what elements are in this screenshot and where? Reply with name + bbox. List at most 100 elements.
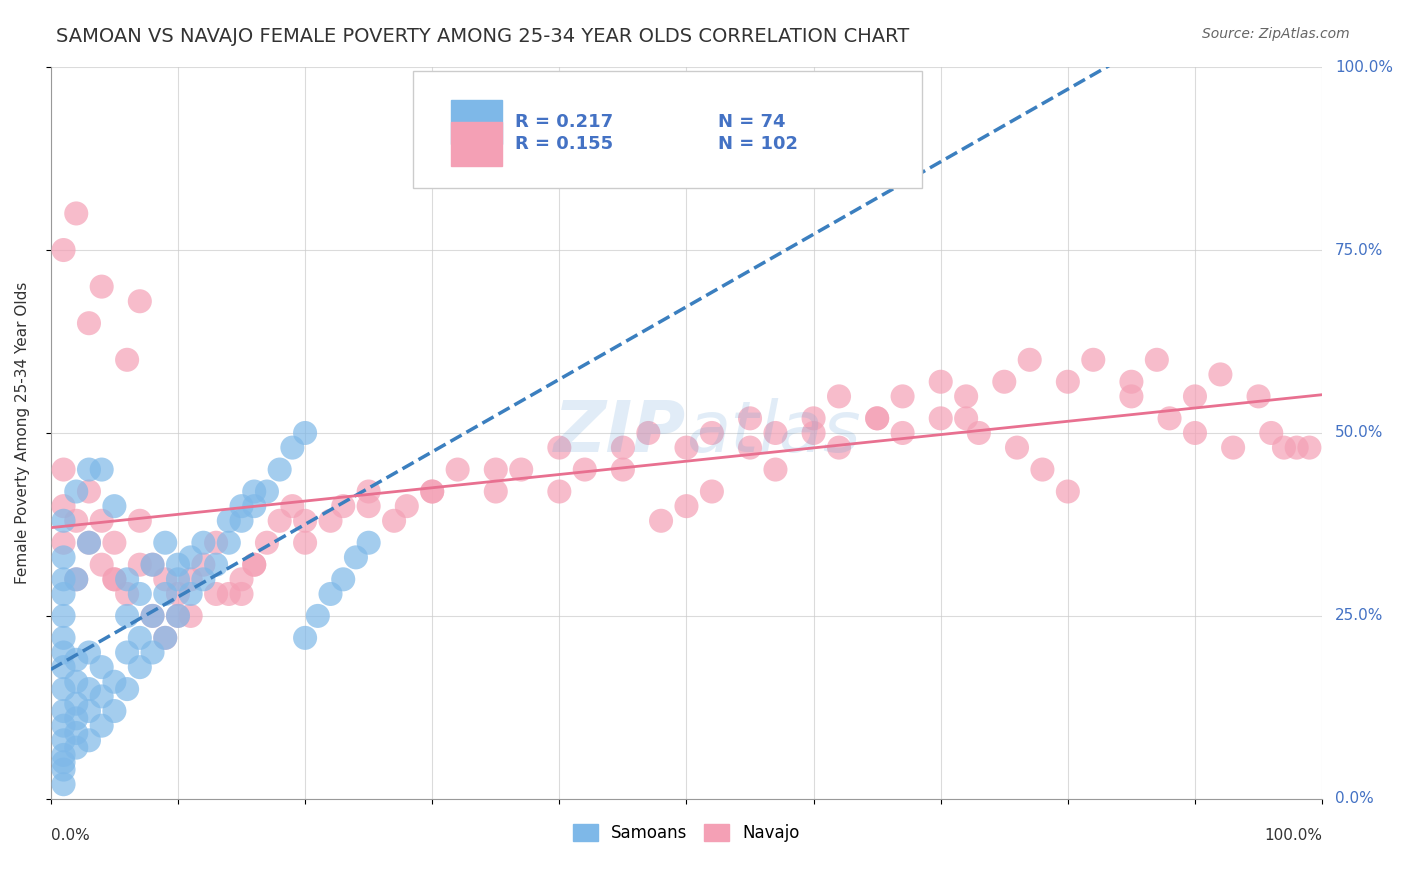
Point [115,608,138,623]
Point [155,587,177,601]
Point [1159,411,1181,425]
Point [65,572,87,586]
Point [77,462,100,476]
Point [955,411,977,425]
Point [738,411,761,425]
Point [1056,484,1078,499]
Point [103,674,125,689]
Point [128,294,150,309]
Point [141,558,163,572]
Text: 100.0%: 100.0% [1334,60,1393,75]
Point [141,608,163,623]
Point [243,484,266,499]
Point [485,484,508,499]
Point [128,558,150,572]
Point [765,462,787,476]
Point [180,608,202,623]
Point [128,587,150,601]
Point [231,499,253,513]
Point [65,726,87,740]
Point [52,535,75,549]
Point [52,756,75,770]
Text: N = 102: N = 102 [718,135,799,153]
Text: ZIP: ZIP [554,399,686,467]
Point [256,484,278,499]
Point [548,441,571,455]
Text: 100.0%: 100.0% [1264,828,1322,843]
Point [115,352,138,367]
Point [167,572,190,586]
Point [52,587,75,601]
Point [281,441,304,455]
FancyBboxPatch shape [413,70,922,188]
Point [395,499,418,513]
Point [90,690,112,704]
Point [344,550,367,565]
Point [115,587,138,601]
Point [65,572,87,586]
Point [1209,368,1232,382]
Point [243,558,266,572]
Bar [451,122,502,166]
Point [65,514,87,528]
Point [548,484,571,499]
Point [103,499,125,513]
Bar [451,100,502,144]
Point [1031,462,1053,476]
Point [993,375,1015,389]
Point [828,389,851,403]
Text: 50.0%: 50.0% [1334,425,1384,441]
Point [167,608,190,623]
Point [52,550,75,565]
Point [52,704,75,718]
Point [77,535,100,549]
Point [52,682,75,697]
Point [231,514,253,528]
Point [180,550,202,565]
Point [52,462,75,476]
Point [65,206,87,220]
Point [90,279,112,293]
Point [637,425,659,440]
Point [269,514,291,528]
Point [155,572,177,586]
Point [77,316,100,330]
Point [243,499,266,513]
Point [65,697,87,711]
Point [103,704,125,718]
Point [510,462,533,476]
Point [485,462,508,476]
Point [128,514,150,528]
Point [231,587,253,601]
Point [1184,389,1206,403]
Point [967,425,990,440]
Point [77,645,100,659]
Point [332,499,354,513]
Point [52,763,75,777]
Point [269,462,291,476]
Legend: Samoans, Navajo: Samoans, Navajo [572,823,800,842]
Text: Source: ZipAtlas.com: Source: ZipAtlas.com [1202,27,1350,41]
Text: N = 74: N = 74 [718,113,786,131]
Point [612,462,634,476]
Text: atlas: atlas [686,399,860,467]
Point [128,631,150,645]
Point [891,389,914,403]
Point [803,425,825,440]
Point [675,499,697,513]
Point [307,608,329,623]
Point [700,484,723,499]
Point [891,425,914,440]
Point [256,535,278,549]
Point [65,484,87,499]
Point [955,389,977,403]
Point [1285,441,1308,455]
Point [52,719,75,733]
Point [52,499,75,513]
Point [103,572,125,586]
Point [357,484,380,499]
Point [128,660,150,674]
Point [1018,352,1040,367]
Point [141,608,163,623]
Point [52,645,75,659]
